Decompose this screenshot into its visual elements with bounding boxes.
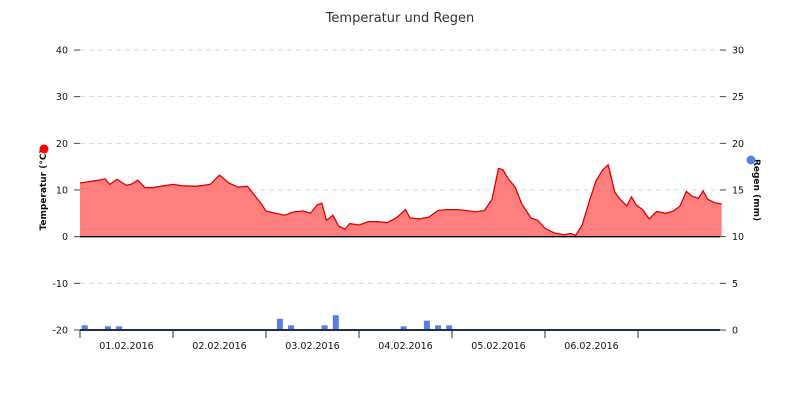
x-tick-label: 05.02.2016 [471, 341, 525, 352]
right-axis-ticks: 0 5 10 15 20 25 30 [720, 46, 744, 337]
left-tick-label: -10 [52, 279, 68, 290]
temperature-area [79, 163, 722, 238]
left-tick-label: 30 [56, 92, 68, 103]
right-tick-label: 25 [732, 92, 744, 103]
right-tick-label: 30 [732, 46, 744, 57]
rain-bar [321, 325, 328, 330]
left-axis-ticks: -20 -10 0 10 20 30 40 [52, 46, 80, 337]
left-tick-label: 0 [62, 232, 68, 243]
rain-bar [332, 315, 339, 330]
left-tick-label: 40 [56, 46, 68, 57]
rain-bar [276, 318, 283, 330]
right-tick-label: 5 [732, 279, 738, 290]
temperature-area-fill [80, 164, 722, 237]
rain-legend-marker [746, 155, 756, 165]
rain-bar [446, 325, 453, 330]
left-axis-title: Temperatur (°C) [39, 149, 49, 230]
rain-bar [423, 320, 430, 330]
rain-bar [81, 325, 88, 330]
temperature-line [79, 163, 722, 237]
rain-bar [116, 326, 123, 330]
left-tick-label: 20 [56, 139, 68, 150]
right-axis-title: Regen (mm) [751, 159, 761, 221]
rain-bars [81, 315, 453, 330]
x-tick-label: 02.02.2016 [192, 341, 246, 352]
chart-title: Temperatur und Regen [325, 11, 475, 26]
left-tick-label: 10 [56, 186, 68, 197]
rain-bar [288, 325, 295, 330]
right-tick-label: 15 [732, 186, 744, 197]
left-tick-label: -20 [52, 326, 68, 337]
temperature-legend-marker [39, 144, 49, 154]
x-tick-label: 06.02.2016 [564, 341, 618, 352]
rain-bar [400, 326, 407, 330]
right-tick-label: 10 [732, 232, 744, 243]
rain-bar [435, 325, 442, 330]
grid-lines [80, 49, 720, 284]
axes [79, 329, 720, 338]
x-tick-label: 01.02.2016 [99, 341, 153, 352]
right-tick-label: 0 [732, 326, 738, 337]
right-tick-label: 20 [732, 139, 744, 150]
x-axis-ticks: 01.02.2016 02.02.2016 03.02.2016 04.02.2016… [99, 341, 618, 352]
x-tick-label: 03.02.2016 [285, 341, 339, 352]
x-tick-label: 04.02.2016 [378, 341, 432, 352]
rain-bar [104, 326, 111, 330]
